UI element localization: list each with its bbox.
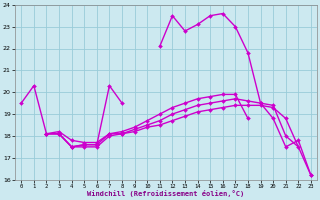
X-axis label: Windchill (Refroidissement éolien,°C): Windchill (Refroidissement éolien,°C)	[87, 190, 245, 197]
